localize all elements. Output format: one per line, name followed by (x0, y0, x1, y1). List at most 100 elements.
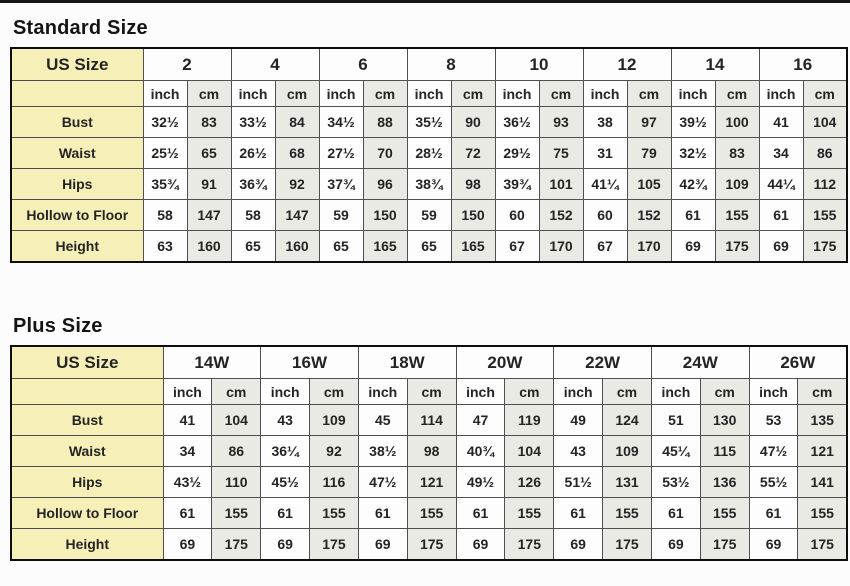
measurement-value-inch: 34½ (318, 106, 364, 138)
measurement-value-cm: 115 (699, 435, 750, 467)
measurement-value-inch: 65 (318, 230, 364, 263)
measurement-value-cm: 135 (797, 404, 848, 436)
size-column-header: 4 (230, 47, 320, 81)
measurement-row-label: Height (10, 230, 144, 263)
measurement-row-label: Waist (10, 435, 164, 467)
measurement-value-cm: 119 (504, 404, 555, 436)
measurement-value-inch: 34 (758, 137, 804, 169)
measurement-value-inch: 35½ (406, 106, 452, 138)
measurement-value-inch: 49½ (455, 466, 506, 498)
measurement-value-inch: 28½ (406, 137, 452, 169)
measurement-value-inch: 27½ (318, 137, 364, 169)
measurement-row: Hips 43½ 110 45½ 116 47½ 121 49½ 126 51½ 131 53½ 136… (10, 466, 848, 498)
measurement-value-cm: 155 (699, 497, 750, 529)
size-column-header: 2 (142, 47, 232, 81)
standard-size-title: Standard Size (13, 17, 148, 39)
measurement-value-inch: 69 (670, 230, 716, 263)
measurement-value-cm: 175 (211, 528, 262, 561)
measurement-value-inch: 34 (162, 435, 213, 467)
measurement-value-cm: 147 (274, 199, 320, 231)
standard-size-table: US Size 2 4 6 8 10 12 14 16 inch cm inch cm inch cm inc… (10, 47, 848, 263)
measurement-value-cm: 109 (602, 435, 652, 467)
measurement-value-inch: 40¾ (455, 435, 506, 467)
measurement-value-inch: 69 (748, 528, 799, 561)
measurement-row-label: Waist (10, 137, 144, 169)
measurement-value-cm: 91 (186, 168, 232, 200)
unit-header-inch: inch (650, 378, 701, 405)
measurement-value-inch: 32½ (670, 137, 716, 169)
size-chart-page: Standard Size US Size 2 4 6 8 10 12 14 16 inch cm i… (0, 0, 850, 561)
measurement-value-cm: 65 (186, 137, 232, 169)
size-column-header: 26W (748, 345, 848, 379)
measurement-row: Hollow to Floor 61 155 61 155 61 155 61 155 61 155… (10, 497, 848, 529)
unit-header-inch: inch (162, 378, 213, 405)
measurement-value-cm: 96 (362, 168, 408, 200)
size-column-header: 8 (406, 47, 496, 81)
measurement-value-cm: 152 (626, 199, 672, 231)
measurement-value-cm: 131 (602, 466, 652, 498)
measurement-value-inch: 31 (582, 137, 628, 169)
measurement-value-inch: 36¼ (260, 435, 311, 467)
unit-header-cm: cm (626, 80, 672, 107)
measurement-value-inch: 60 (494, 199, 540, 231)
measurement-value-cm: 121 (797, 435, 848, 467)
measurement-value-inch: 67 (494, 230, 540, 263)
measurement-value-cm: 155 (797, 497, 848, 529)
measurement-value-inch: 59 (406, 199, 452, 231)
measurement-value-inch: 58 (230, 199, 276, 231)
measurement-value-inch: 43 (553, 435, 604, 467)
measurement-value-inch: 69 (758, 230, 804, 263)
size-header-row: US Size 2 4 6 8 10 12 14 16 (10, 47, 848, 81)
measurement-row-label: Bust (10, 106, 144, 138)
measurement-value-cm: 155 (802, 199, 848, 231)
measurement-value-inch: 29½ (494, 137, 540, 169)
size-column-header: 20W (455, 345, 555, 379)
unit-header-inch: inch (260, 378, 311, 405)
measurement-value-inch: 41 (758, 106, 804, 138)
measurement-value-cm: 160 (274, 230, 320, 263)
measurement-value-cm: 175 (309, 528, 359, 561)
measurement-value-inch: 69 (455, 528, 506, 561)
measurement-row: Hips 35¾ 91 36¾ 92 37¾ 96 38¾ 98 39¾ 101 41¼ 105 42¾ 1… (10, 168, 848, 200)
measurement-value-cm: 110 (211, 466, 262, 498)
measurement-value-cm: 83 (186, 106, 232, 138)
measurement-value-cm: 126 (504, 466, 555, 498)
measurement-value-cm: 175 (797, 528, 848, 561)
plus-size-table: US Size 14W 16W 18W 20W 22W 24W 26W inch cm inch cm… (10, 345, 848, 561)
unit-header-cm: cm (699, 378, 750, 405)
top-divider (0, 0, 850, 3)
measurement-value-cm: 72 (450, 137, 496, 169)
size-column-header: 14W (162, 345, 262, 379)
size-column-header: 6 (318, 47, 408, 81)
measurement-value-inch: 25½ (142, 137, 188, 169)
measurement-row: Bust 41 104 43 109 45 114 47 119 49 124 51 130 53 135 (10, 404, 848, 436)
measurement-value-cm: 92 (274, 168, 320, 200)
measurement-value-cm: 98 (450, 168, 496, 200)
unit-header-cm: cm (186, 80, 232, 107)
us-size-corner-cell: US Size (10, 345, 164, 379)
measurement-row: Waist 25½ 65 26½ 68 27½ 70 28½ 72 29½ 75 31 79 32½ 83 3… (10, 137, 848, 169)
measurement-value-inch: 38 (582, 106, 628, 138)
measurement-value-inch: 69 (650, 528, 701, 561)
measurement-value-inch: 38½ (357, 435, 408, 467)
unit-header-inch: inch (318, 80, 364, 107)
measurement-value-inch: 41 (162, 404, 213, 436)
measurement-value-inch: 39¾ (494, 168, 540, 200)
measurement-value-inch: 36¾ (230, 168, 276, 200)
unit-header-spacer-cell (10, 80, 144, 107)
measurement-value-inch: 45½ (260, 466, 311, 498)
plus-size-section: Plus Size US Size 14W 16W 18W 20W 22W 24W 26W in… (0, 315, 850, 561)
unit-header-cm: cm (538, 80, 584, 107)
measurement-value-cm: 97 (626, 106, 672, 138)
measurement-value-cm: 75 (538, 137, 584, 169)
unit-header-inch: inch (494, 80, 540, 107)
measurement-value-inch: 61 (748, 497, 799, 529)
measurement-value-inch: 26½ (230, 137, 276, 169)
unit-header-cm: cm (274, 80, 320, 107)
measurement-value-inch: 69 (553, 528, 604, 561)
measurement-value-cm: 155 (211, 497, 262, 529)
size-column-header: 24W (650, 345, 750, 379)
measurement-value-cm: 175 (802, 230, 848, 263)
measurement-row-label: Bust (10, 404, 164, 436)
measurement-row: Waist 34 86 36¼ 92 38½ 98 40¾ 104 43 109 45¼ 115 47½ 1… (10, 435, 848, 467)
